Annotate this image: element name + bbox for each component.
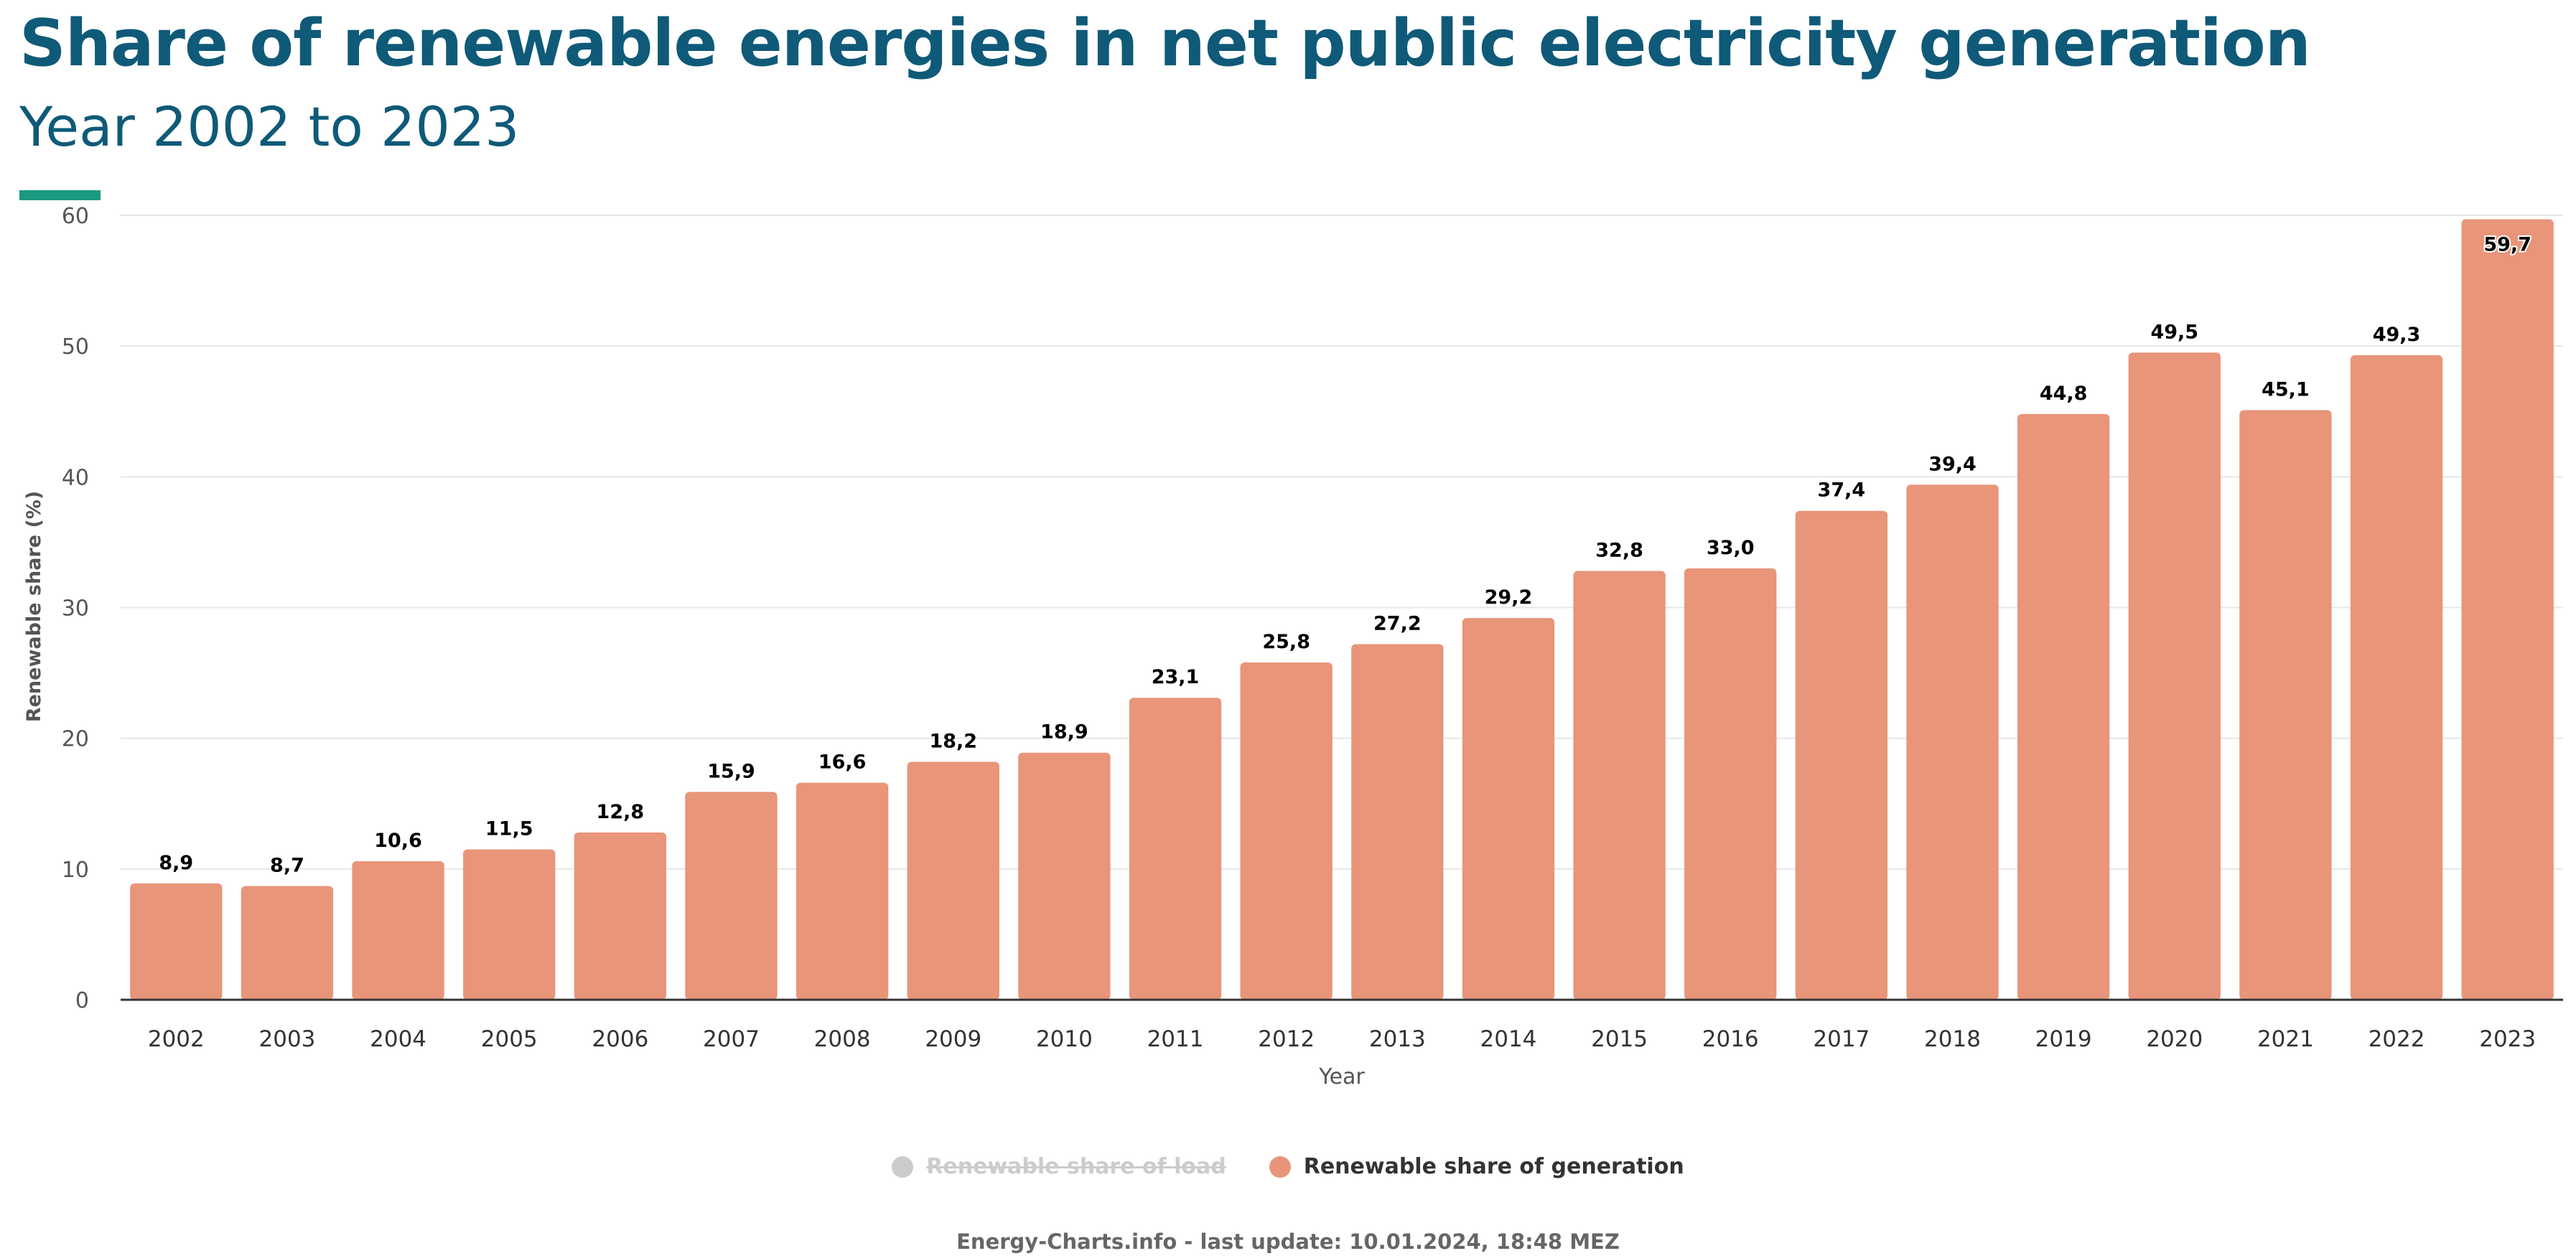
- footer-update-note: Energy-Charts.info - last update: 10.01.…: [956, 1229, 1620, 1254]
- x-tick-label: 2013: [1369, 1026, 1426, 1052]
- x-tick-label: 2002: [148, 1026, 205, 1052]
- bar[interactable]: [2128, 352, 2221, 1000]
- bar[interactable]: [130, 883, 223, 1000]
- bar[interactable]: [574, 832, 667, 1000]
- y-tick-label: 20: [62, 727, 89, 752]
- x-tick-label: 2014: [1480, 1026, 1537, 1052]
- data-label: 16,6: [818, 751, 867, 774]
- y-axis-title: Renewable share (%): [23, 491, 45, 722]
- data-label: 44,8: [2040, 383, 2088, 405]
- data-label: 10,6: [374, 830, 422, 852]
- x-tick-label: 2012: [1258, 1026, 1315, 1052]
- x-tick-label: 2004: [370, 1026, 426, 1052]
- data-label: 45,1: [2262, 378, 2310, 400]
- bars: [130, 219, 2554, 1000]
- data-label: 11,5: [485, 818, 533, 840]
- legend-dot-generation: [1269, 1156, 1291, 1178]
- legend-dot-load: [892, 1156, 914, 1178]
- x-tick-label: 2021: [2257, 1026, 2314, 1052]
- bar[interactable]: [1684, 568, 1777, 1000]
- bar[interactable]: [352, 861, 444, 1000]
- data-label: 49,3: [2373, 324, 2421, 346]
- x-tick-label: 2011: [1147, 1026, 1204, 1052]
- x-tick-label: 2023: [2479, 1026, 2536, 1052]
- x-tick-label: 2016: [1702, 1026, 1759, 1052]
- x-tick-label: 2020: [2146, 1026, 2203, 1052]
- chart-title: Share of renewable energies in net publi…: [19, 6, 2311, 81]
- x-tick-label: 2009: [925, 1026, 981, 1052]
- data-label: 23,1: [1152, 666, 1200, 688]
- x-tick-label: 2018: [1924, 1026, 1981, 1052]
- bar[interactable]: [795, 782, 889, 1000]
- x-tick-label: 2015: [1591, 1026, 1648, 1052]
- data-label: 33,0: [1707, 537, 1755, 559]
- bar[interactable]: [2350, 355, 2443, 1000]
- legend-label-generation: Renewable share of generation: [1303, 1154, 1684, 1179]
- data-label: 25,8: [1262, 631, 1310, 653]
- bar[interactable]: [1795, 510, 1888, 1000]
- data-label: 18,9: [1040, 721, 1088, 744]
- y-tick-label: 60: [62, 204, 89, 229]
- legend-item-load[interactable]: Renewable share of load: [892, 1154, 1226, 1179]
- x-tick-label: 2022: [2369, 1026, 2425, 1052]
- bar[interactable]: [2461, 219, 2554, 1000]
- x-tick-label: 2010: [1036, 1026, 1093, 1052]
- data-label: 49,5: [2150, 321, 2198, 343]
- x-tick-label: 2007: [703, 1026, 760, 1052]
- data-label: 37,4: [1818, 479, 1866, 502]
- y-axis-ticks: 0 10 20 30 40 50 60: [62, 204, 89, 1013]
- bar-chart: 0 10 20 30 40 50 60 8,9 8,7 10,6 11,5 12,8 15,9 16,6…: [23, 204, 2563, 1089]
- bar[interactable]: [1351, 644, 1444, 1000]
- y-tick-label: 0: [75, 988, 89, 1013]
- x-tick-label: 2005: [481, 1026, 538, 1052]
- bar[interactable]: [907, 761, 999, 1000]
- x-tick-label: 2003: [259, 1026, 316, 1052]
- bar[interactable]: [2239, 410, 2332, 1000]
- data-label: 39,4: [1928, 453, 1977, 475]
- data-label: 8,9: [159, 852, 193, 874]
- x-tick-label: 2006: [592, 1026, 648, 1052]
- bar[interactable]: [463, 849, 556, 1000]
- bar[interactable]: [1573, 571, 1666, 1000]
- accent-bar: [19, 190, 101, 200]
- x-tick-label: 2017: [1813, 1026, 1870, 1052]
- data-label: 59,7: [2483, 233, 2531, 256]
- bar[interactable]: [1018, 752, 1111, 1000]
- legend-label-load: Renewable share of load: [926, 1154, 1226, 1179]
- data-label: 12,8: [597, 801, 645, 823]
- chart-subtitle: Year 2002 to 2023: [19, 95, 520, 159]
- data-label: 18,2: [929, 730, 977, 752]
- x-tick-label: 2019: [2035, 1026, 2092, 1052]
- data-label: 27,2: [1373, 613, 1422, 635]
- bar[interactable]: [241, 886, 334, 1000]
- bar[interactable]: [1462, 618, 1555, 1000]
- y-tick-label: 50: [62, 334, 89, 360]
- bar[interactable]: [1906, 484, 1999, 1000]
- data-label: 8,7: [270, 855, 304, 877]
- data-label: 29,2: [1485, 586, 1533, 609]
- data-label: 32,8: [1595, 539, 1643, 561]
- bar[interactable]: [1129, 698, 1222, 1000]
- x-tick-label: 2008: [814, 1026, 871, 1052]
- bar[interactable]: [685, 792, 778, 1000]
- bar[interactable]: [2017, 413, 2110, 1000]
- x-axis-ticks: 2002 2003 2004 2005 2006 2007 2008 2009 2010 2011…: [148, 1026, 2536, 1052]
- y-tick-label: 30: [62, 596, 89, 622]
- x-axis-title: Year: [1318, 1064, 1365, 1089]
- data-label: 15,9: [707, 760, 755, 782]
- legend: Renewable share of load Renewable share …: [0, 1154, 2576, 1179]
- legend-item-generation[interactable]: Renewable share of generation: [1269, 1154, 1684, 1179]
- y-tick-label: 40: [62, 465, 89, 490]
- y-tick-label: 10: [62, 858, 89, 883]
- data-labels: 8,9 8,7 10,6 11,5 12,8 15,9 16,6 18,2 18,9 23,1 25…: [159, 232, 2533, 877]
- bar[interactable]: [1240, 662, 1333, 1000]
